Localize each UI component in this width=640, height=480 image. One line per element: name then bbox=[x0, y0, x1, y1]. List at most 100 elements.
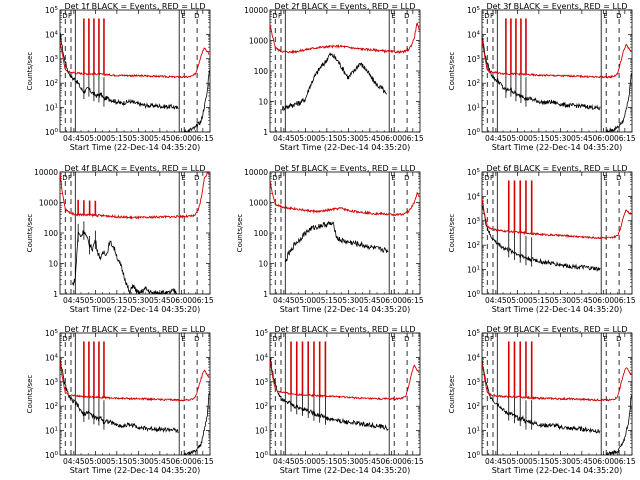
panel-det-5: Det 5f BLACK = Events, RED = LLD 1 10 100 10… bbox=[236, 164, 424, 314]
plot-frame bbox=[269, 332, 421, 456]
marker-letter: D bbox=[404, 174, 409, 182]
y-axis-label: Counts/sec bbox=[448, 375, 456, 414]
x-tick-label: 05:00 bbox=[507, 134, 529, 143]
marker-letter: D bbox=[616, 174, 621, 182]
x-tick-label: 05:00 bbox=[507, 457, 529, 466]
y-tick-label: 1000 bbox=[249, 199, 268, 208]
x-tick-label: 04:45 bbox=[273, 134, 295, 143]
marker-letter: F bbox=[68, 12, 72, 20]
x-tick-label: 05:45 bbox=[571, 457, 593, 466]
x-axis-label: Start Time (22-Dec-14 04:35:20) bbox=[70, 143, 201, 152]
x-tick-label: 05:30 bbox=[550, 134, 572, 143]
marker-letter: F bbox=[490, 12, 494, 20]
events-series-line bbox=[282, 52, 388, 112]
x-tick-label: 05:30 bbox=[338, 296, 360, 305]
marker-letter: D bbox=[272, 335, 277, 343]
x-tick-label: 05:15 bbox=[528, 457, 550, 466]
x-tick-label: 06:15 bbox=[192, 457, 214, 466]
x-tick-label: 05:30 bbox=[128, 457, 150, 466]
marker-letter: D bbox=[404, 335, 409, 343]
y-axis-label: Counts/sec bbox=[448, 52, 456, 91]
marker-letter: F bbox=[68, 335, 72, 343]
panel-title: Det 7f BLACK = Events, RED = LLD bbox=[64, 325, 205, 334]
marker-letter: E bbox=[391, 12, 395, 20]
marker-letter: F bbox=[278, 12, 282, 20]
lld-series-line bbox=[270, 22, 420, 55]
x-tick-label: 06:00 bbox=[381, 296, 403, 305]
x-tick-label: 05:45 bbox=[571, 134, 593, 143]
x-tick-label: 05:15 bbox=[316, 134, 338, 143]
series-group bbox=[270, 181, 420, 263]
marker-letter: D bbox=[616, 335, 621, 343]
x-tick-label: 06:15 bbox=[192, 134, 214, 143]
events-series-line bbox=[482, 205, 601, 273]
x-tick-label: 05:15 bbox=[106, 296, 128, 305]
x-tick-label: 06:00 bbox=[171, 296, 193, 305]
y-tick-label: 104 bbox=[255, 353, 269, 362]
x-tick-label: 06:00 bbox=[381, 457, 403, 466]
x-axis-label: Start Time (22-Dec-14 04:35:20) bbox=[492, 305, 623, 314]
y-tick-label: 10 bbox=[48, 260, 58, 269]
events-series-line bbox=[605, 395, 632, 455]
panel-det-6: Det 6f BLACK = Events, RED = LLD 100 101 10… bbox=[448, 164, 636, 314]
y-tick-label: 103 bbox=[467, 217, 481, 226]
x-tick-label: 05:15 bbox=[106, 134, 128, 143]
series-group bbox=[60, 172, 210, 294]
y-tick-label: 104 bbox=[45, 353, 59, 362]
lld-series-line bbox=[270, 181, 420, 217]
x-tick-label: 05:00 bbox=[295, 296, 317, 305]
x-tick-label: 05:15 bbox=[316, 457, 338, 466]
y-tick-label: 1 bbox=[263, 290, 268, 299]
panel-det-2: Det 2f BLACK = Events, RED = LLD 1 10 100 10… bbox=[244, 2, 424, 152]
x-axis-label: Start Time (22-Dec-14 04:35:20) bbox=[492, 143, 623, 152]
marker-letter: E bbox=[391, 174, 395, 182]
y-tick-label: 100 bbox=[255, 451, 269, 460]
plot-frame bbox=[59, 9, 211, 133]
panel-title: Det 5f BLACK = Events, RED = LLD bbox=[274, 164, 415, 173]
x-tick-label: 05:30 bbox=[550, 457, 572, 466]
series-group bbox=[60, 341, 210, 455]
y-axis-label: Counts/sec bbox=[448, 214, 456, 253]
plot-frame bbox=[269, 9, 421, 133]
x-tick-label: 04:45 bbox=[485, 457, 507, 466]
lld-series-line bbox=[270, 360, 420, 401]
y-axis-label: Counts/sec bbox=[26, 52, 34, 91]
plot-frame bbox=[481, 9, 633, 133]
y-tick-label: 102 bbox=[255, 402, 268, 411]
y-tick-label: 102 bbox=[467, 241, 480, 250]
x-tick-label: 04:45 bbox=[273, 457, 295, 466]
y-tick-label: 102 bbox=[467, 402, 480, 411]
y-tick-label: 100 bbox=[467, 451, 481, 460]
marker-letter: D bbox=[272, 174, 277, 182]
events-series-line bbox=[605, 73, 632, 132]
lld-series-line bbox=[482, 40, 632, 79]
lld-series-line bbox=[482, 363, 632, 402]
marker-letter: E bbox=[603, 174, 607, 182]
y-tick-label: 103 bbox=[467, 378, 481, 387]
x-tick-label: 06:00 bbox=[171, 134, 193, 143]
y-tick-label: 101 bbox=[467, 427, 480, 436]
marker-letter: E bbox=[181, 174, 185, 182]
marker-letter: D bbox=[404, 12, 409, 20]
events-series-line bbox=[60, 359, 179, 434]
marker-letter: F bbox=[490, 335, 494, 343]
y-tick-label: 101 bbox=[467, 266, 480, 275]
x-tick-label: 05:45 bbox=[149, 134, 171, 143]
y-tick-label: 104 bbox=[467, 192, 481, 201]
x-tick-label: 05:45 bbox=[149, 457, 171, 466]
y-tick-label: 100 bbox=[467, 290, 481, 299]
y-tick-label: 10000 bbox=[244, 168, 268, 177]
panel-title: Det 2f BLACK = Events, RED = LLD bbox=[274, 2, 415, 11]
y-tick-label: 100 bbox=[254, 229, 269, 238]
x-tick-label: 06:15 bbox=[402, 457, 424, 466]
x-tick-label: 05:30 bbox=[550, 296, 572, 305]
x-tick-label: 06:15 bbox=[614, 457, 636, 466]
x-tick-label: 05:00 bbox=[295, 457, 317, 466]
x-tick-label: 05:45 bbox=[359, 457, 381, 466]
x-tick-label: 04:45 bbox=[485, 296, 507, 305]
x-axis-label: Start Time (22-Dec-14 04:35:20) bbox=[70, 305, 201, 314]
events-series-line bbox=[183, 70, 210, 132]
panel-det-1: Det 1f BLACK = Events, RED = LLD 100 101 10… bbox=[26, 2, 214, 152]
y-tick-label: 105 bbox=[467, 168, 481, 177]
y-tick-label: 10000 bbox=[34, 168, 58, 177]
